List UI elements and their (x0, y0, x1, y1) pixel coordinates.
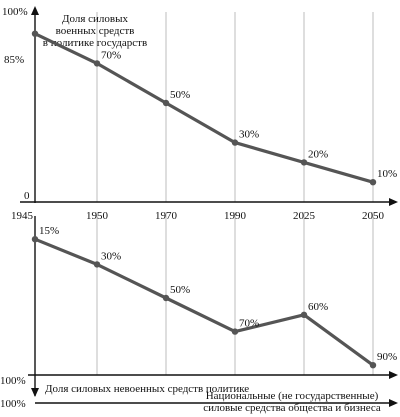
top-x-axis-arrow-icon (389, 198, 398, 206)
x-tick-2025: 2025 (293, 210, 316, 222)
x-tick-1990: 1990 (224, 210, 247, 222)
third-x-axis-arrow-icon (389, 399, 398, 407)
x-tick-1970: 1970 (155, 210, 178, 222)
top-point-1945 (31, 30, 39, 37)
third-title-line-1: Национальные (не государственные) (206, 390, 379, 402)
bottom-point-1950 (93, 261, 101, 268)
bottom-point-label-1990: 70% (239, 318, 259, 330)
top-title-line-1: Доля силовых (62, 13, 129, 25)
bottom-title: Доля силовых невоенных средств политике (45, 383, 249, 395)
x-tick-1945: 1945 (11, 210, 34, 222)
top-point-label-2025: 20% (308, 148, 328, 160)
bottom-point-label-1970: 50% (170, 284, 190, 296)
bottom-point-2050 (369, 362, 377, 369)
top-point-label-1990: 30% (239, 129, 259, 141)
point-labels: 70% 50% 30% 20% 10% 15% 30% 50% 70% 60% 90% (39, 49, 397, 363)
top-title-line-3: в политике государств (43, 37, 147, 49)
third-title-line-2: силовые средства общества и бизнеса (203, 402, 381, 414)
bottom-point-label-2025: 60% (308, 301, 328, 313)
third-y-tick-100: 100% (0, 398, 26, 410)
x-tick-1950: 1950 (86, 210, 109, 222)
top-point-1950 (93, 60, 101, 67)
bottom-point-1945 (31, 236, 39, 243)
bottom-point-1990 (231, 328, 239, 335)
series-lines (31, 30, 377, 369)
top-y-tick-0: 0 (24, 190, 30, 202)
bottom-point-2025 (300, 311, 308, 318)
bottom-y-axis-arrow-icon (31, 388, 39, 397)
x-tick-2050: 2050 (362, 210, 385, 222)
bottom-y-tick-100: 100% (0, 375, 26, 387)
top-series-line (34, 32, 374, 184)
top-title-line-2: военных средств (56, 25, 135, 37)
bottom-point-label-1945: 15% (39, 225, 59, 237)
top-point-label-1950: 70% (101, 49, 121, 61)
bottom-series-line (34, 237, 374, 367)
top-point-label-1970: 50% (170, 89, 190, 101)
top-point-2025 (300, 159, 308, 166)
x-tick-labels: 1945 1950 1970 1990 2025 2050 (11, 210, 385, 222)
bottom-x-axis-arrow-icon (389, 371, 398, 379)
bottom-point-label-1950: 30% (101, 250, 121, 262)
bottom-point-1970 (162, 294, 170, 302)
grid-lines (96, 12, 374, 375)
top-y-tick-85: 85% (4, 54, 24, 66)
top-point-label-2050: 10% (377, 168, 397, 180)
top-point-2050 (369, 179, 377, 186)
top-point-1970 (162, 99, 170, 107)
top-y-axis-arrow-icon (31, 6, 39, 15)
bottom-point-label-2050: 90% (377, 351, 397, 363)
top-point-1990 (231, 139, 239, 146)
top-y-tick-100: 100% (2, 6, 28, 18)
